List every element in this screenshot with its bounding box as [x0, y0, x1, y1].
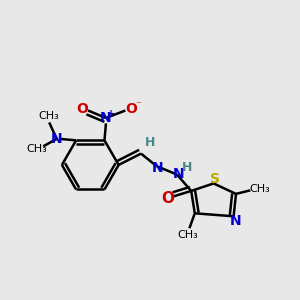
Text: O: O [125, 102, 137, 116]
Text: N: N [229, 214, 241, 228]
Text: O: O [77, 102, 88, 116]
Text: N: N [173, 167, 184, 182]
Text: O: O [161, 191, 174, 206]
Text: N: N [51, 132, 62, 146]
Text: ⁻: ⁻ [135, 100, 141, 110]
Text: H: H [145, 136, 155, 149]
Text: CH₃: CH₃ [26, 144, 47, 154]
Text: +: + [107, 110, 116, 119]
Text: CH₃: CH₃ [177, 230, 198, 240]
Text: N: N [100, 111, 112, 125]
Text: S: S [210, 172, 220, 186]
Text: H: H [182, 160, 193, 173]
Text: N: N [152, 161, 164, 175]
Text: CH₃: CH₃ [39, 111, 60, 121]
Text: CH₃: CH₃ [249, 184, 270, 194]
